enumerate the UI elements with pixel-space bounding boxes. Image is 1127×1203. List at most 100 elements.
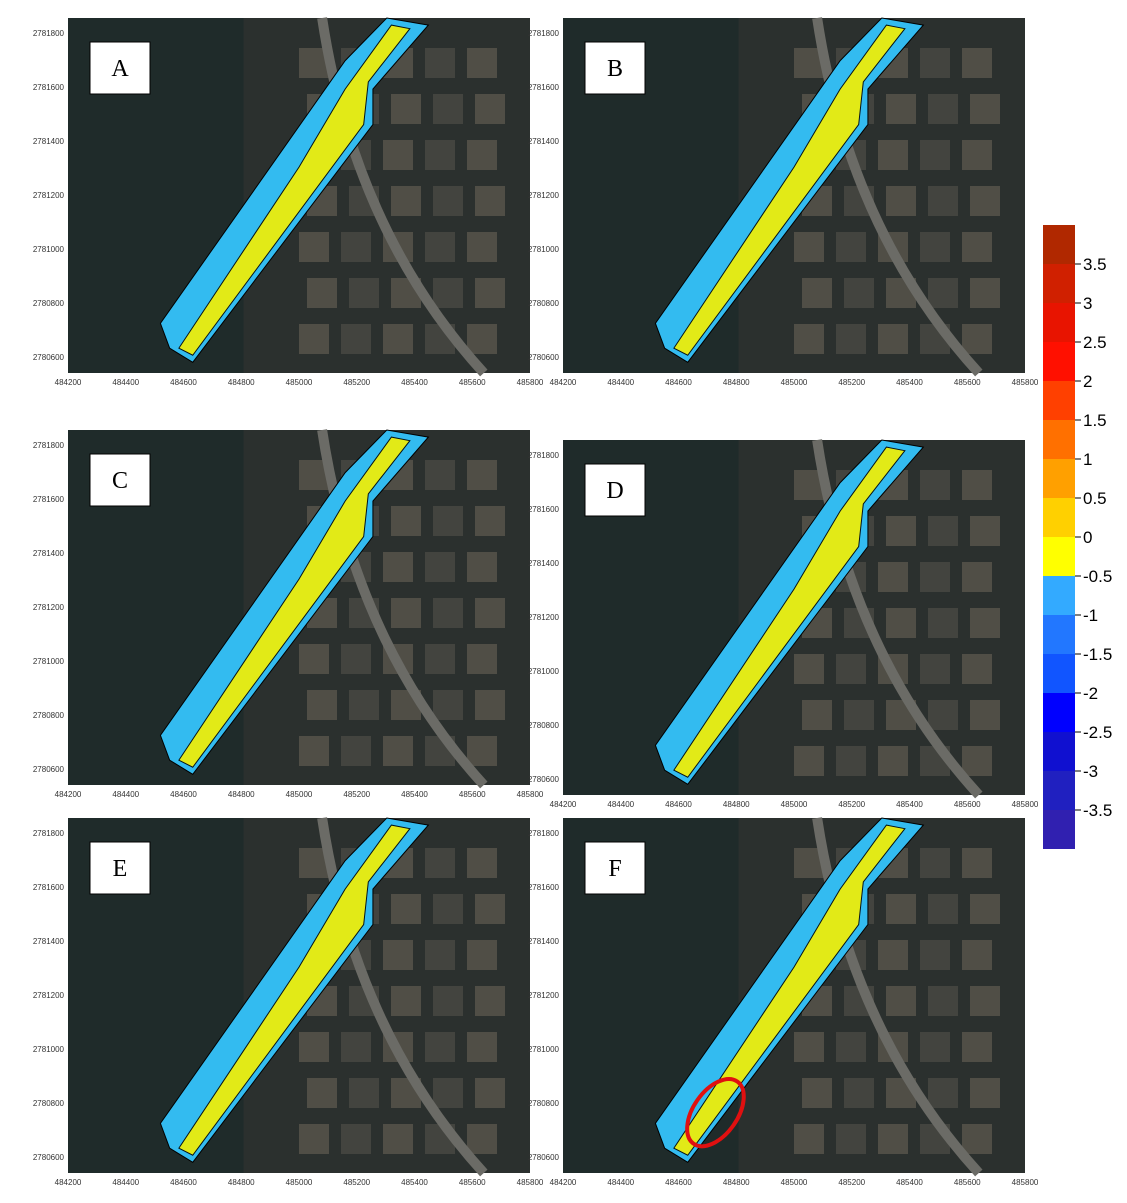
x-tick-label: 485600 xyxy=(459,378,486,387)
colorbar-band xyxy=(1043,576,1075,615)
urban-block xyxy=(878,562,908,592)
x-tick-label: 484400 xyxy=(112,1178,139,1187)
map-panel: F278180027816002781400278120027810002780… xyxy=(528,818,1039,1187)
colorbar-band xyxy=(1043,342,1075,381)
urban-block xyxy=(299,232,329,262)
urban-block xyxy=(962,562,992,592)
urban-block xyxy=(878,1124,908,1154)
x-tick-label: 485000 xyxy=(286,790,313,799)
x-tick-label: 485400 xyxy=(896,378,923,387)
urban-block xyxy=(794,654,824,684)
y-tick-label: 2781800 xyxy=(528,829,560,838)
y-tick-label: 2781200 xyxy=(528,613,560,622)
urban-block xyxy=(467,848,497,878)
y-tick-label: 2781400 xyxy=(33,137,65,146)
x-tick-label: 484400 xyxy=(607,800,634,809)
colorbar-label: -2.5 xyxy=(1083,723,1112,742)
urban-block xyxy=(844,1078,874,1108)
y-tick-label: 2780600 xyxy=(33,353,65,362)
x-tick-label: 485400 xyxy=(401,790,428,799)
x-tick-label: 485200 xyxy=(838,1178,865,1187)
y-tick-label: 2781400 xyxy=(528,559,560,568)
colorbar-band xyxy=(1043,381,1075,420)
y-tick-label: 2781800 xyxy=(33,441,65,450)
urban-block xyxy=(962,940,992,970)
y-tick-label: 2780800 xyxy=(528,1099,560,1108)
x-tick-label: 485600 xyxy=(954,800,981,809)
urban-block xyxy=(425,552,455,582)
urban-block xyxy=(467,1032,497,1062)
x-tick-label: 485600 xyxy=(954,1178,981,1187)
x-tick-label: 485000 xyxy=(781,1178,808,1187)
urban-block xyxy=(802,278,832,308)
urban-block xyxy=(467,48,497,78)
urban-block xyxy=(928,186,958,216)
x-tick-label: 485400 xyxy=(896,1178,923,1187)
urban-block xyxy=(299,644,329,674)
urban-block xyxy=(962,470,992,500)
urban-block xyxy=(307,1078,337,1108)
y-tick-label: 2780800 xyxy=(33,711,65,720)
y-tick-label: 2781600 xyxy=(528,83,560,92)
urban-block xyxy=(467,940,497,970)
y-tick-label: 2781600 xyxy=(33,883,65,892)
urban-block xyxy=(475,186,505,216)
x-tick-label: 484800 xyxy=(228,790,255,799)
urban-block xyxy=(920,848,950,878)
urban-block xyxy=(341,644,371,674)
x-tick-label: 485200 xyxy=(343,378,370,387)
x-tick-label: 484800 xyxy=(723,378,750,387)
urban-block xyxy=(836,654,866,684)
urban-block xyxy=(425,848,455,878)
urban-block xyxy=(928,278,958,308)
urban-block xyxy=(299,1032,329,1062)
urban-block xyxy=(970,894,1000,924)
urban-block xyxy=(928,986,958,1016)
x-tick-label: 485000 xyxy=(781,378,808,387)
urban-block xyxy=(425,140,455,170)
urban-block xyxy=(970,516,1000,546)
colorbar-label: 0 xyxy=(1083,528,1092,547)
urban-block xyxy=(307,690,337,720)
urban-block xyxy=(341,1124,371,1154)
x-tick-label: 485400 xyxy=(896,800,923,809)
urban-block xyxy=(920,940,950,970)
urban-block xyxy=(928,94,958,124)
figure: A278180027816002781400278120027810002780… xyxy=(0,0,1127,1198)
x-tick-label: 484400 xyxy=(607,378,634,387)
colorbar-label: 2.5 xyxy=(1083,333,1107,352)
urban-block xyxy=(433,894,463,924)
urban-block xyxy=(383,552,413,582)
x-tick-label: 484800 xyxy=(228,378,255,387)
urban-block xyxy=(794,324,824,354)
colorbar-label: -1.5 xyxy=(1083,645,1112,664)
urban-block xyxy=(878,746,908,776)
urban-block xyxy=(928,516,958,546)
x-tick-label: 485200 xyxy=(343,790,370,799)
urban-block xyxy=(299,324,329,354)
urban-block xyxy=(886,94,916,124)
urban-block xyxy=(970,986,1000,1016)
urban-block xyxy=(794,232,824,262)
y-tick-label: 2780800 xyxy=(33,1099,65,1108)
y-tick-label: 2781200 xyxy=(528,191,560,200)
urban-block xyxy=(467,736,497,766)
x-tick-label: 484600 xyxy=(665,1178,692,1187)
urban-block xyxy=(475,598,505,628)
x-tick-label: 484200 xyxy=(55,1178,82,1187)
urban-block xyxy=(425,48,455,78)
urban-block xyxy=(928,608,958,638)
urban-block xyxy=(920,654,950,684)
urban-block xyxy=(970,1078,1000,1108)
urban-block xyxy=(962,232,992,262)
x-tick-label: 484800 xyxy=(723,800,750,809)
x-tick-label: 485800 xyxy=(517,1178,544,1187)
urban-block xyxy=(383,736,413,766)
urban-block xyxy=(802,1078,832,1108)
urban-block xyxy=(886,608,916,638)
colorbar-label: 1 xyxy=(1083,450,1092,469)
urban-block xyxy=(970,700,1000,730)
urban-block xyxy=(383,140,413,170)
x-tick-label: 485600 xyxy=(459,1178,486,1187)
y-tick-label: 2781600 xyxy=(33,83,65,92)
